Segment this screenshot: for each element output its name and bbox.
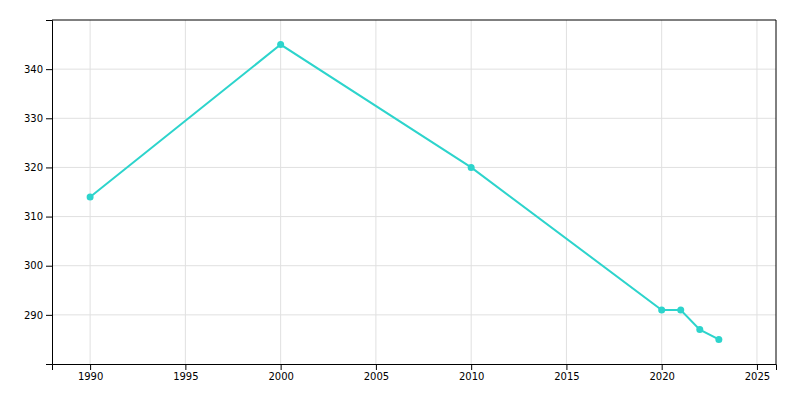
grid-line	[90, 20, 91, 364]
x-axis: 1990 1995 2000 2005 2010 2015 2020 2025	[53, 364, 777, 382]
tick-mark	[46, 217, 52, 218]
point	[658, 306, 665, 313]
point	[277, 41, 284, 48]
tick-label: 2015	[554, 371, 579, 382]
frame-line	[776, 20, 777, 364]
plot-area: 1990 1995 2000 2005 2010 2015 2020 2025 290 300 31…	[24, 20, 777, 382]
grid-line	[52, 265, 776, 266]
tick-label: 2000	[268, 371, 293, 382]
tick-mark	[662, 364, 663, 370]
point	[677, 306, 684, 313]
tick: 300	[24, 260, 52, 271]
grid-line	[52, 167, 776, 168]
axis-line	[53, 365, 777, 371]
tick-label: 1995	[173, 371, 198, 382]
point	[87, 193, 94, 200]
point	[715, 336, 722, 343]
grid-line	[52, 216, 776, 217]
tick: 340	[24, 64, 52, 75]
point	[696, 326, 703, 333]
tick-mark	[46, 315, 52, 316]
tick-mark	[46, 69, 52, 70]
tick: 2025	[745, 364, 770, 382]
tick-label: 2025	[745, 371, 770, 382]
grid-line	[52, 69, 776, 70]
tick-mark	[566, 364, 567, 370]
grid-line	[52, 118, 776, 119]
tick-mark	[46, 118, 52, 119]
tick: 330	[24, 113, 52, 124]
tick: 2005	[364, 364, 389, 382]
tick-mark	[281, 364, 282, 370]
tick-label: 2005	[364, 371, 389, 382]
tick-mark	[46, 167, 52, 168]
tick: 1990	[78, 364, 103, 382]
chart: 1990 1995 2000 2005 2010 2015 2020 2025 290 300 31…	[0, 0, 800, 400]
grid-line	[566, 20, 567, 364]
tick: 2010	[459, 364, 484, 382]
tick-label: 320	[24, 162, 43, 173]
tick: 290	[24, 310, 52, 321]
grid-line	[375, 20, 376, 364]
tick: 2020	[649, 364, 674, 382]
grid-line	[52, 314, 776, 315]
y-axis: 290 300 310 320 330 340	[24, 21, 53, 365]
tick-label: 2010	[459, 371, 484, 382]
tick-label: 310	[24, 211, 43, 222]
frame-line	[52, 20, 776, 21]
grid-line	[280, 20, 281, 364]
grid-line	[185, 20, 186, 364]
tick: 310	[24, 211, 52, 222]
tick-label: 330	[24, 113, 43, 124]
tick-mark	[757, 364, 758, 370]
grid-line	[471, 20, 472, 364]
tick-label: 2020	[649, 371, 674, 382]
tick-label: 1990	[78, 371, 103, 382]
tick-label: 340	[24, 64, 43, 75]
tick-mark	[185, 364, 186, 370]
grid	[52, 20, 776, 364]
axis-line	[46, 21, 53, 365]
tick-mark	[46, 266, 52, 267]
frame	[52, 20, 776, 364]
marks	[87, 41, 723, 343]
tick: 2015	[554, 364, 579, 382]
tick-mark	[376, 364, 377, 370]
tick-label: 300	[24, 260, 43, 271]
line	[90, 45, 719, 340]
tick-label: 290	[24, 310, 43, 321]
tick: 2000	[268, 364, 293, 382]
point	[468, 164, 475, 171]
tick: 320	[24, 162, 52, 173]
tick: 1995	[173, 364, 198, 382]
tick-mark	[90, 364, 91, 370]
grid-line	[756, 20, 757, 364]
tick-mark	[471, 364, 472, 370]
